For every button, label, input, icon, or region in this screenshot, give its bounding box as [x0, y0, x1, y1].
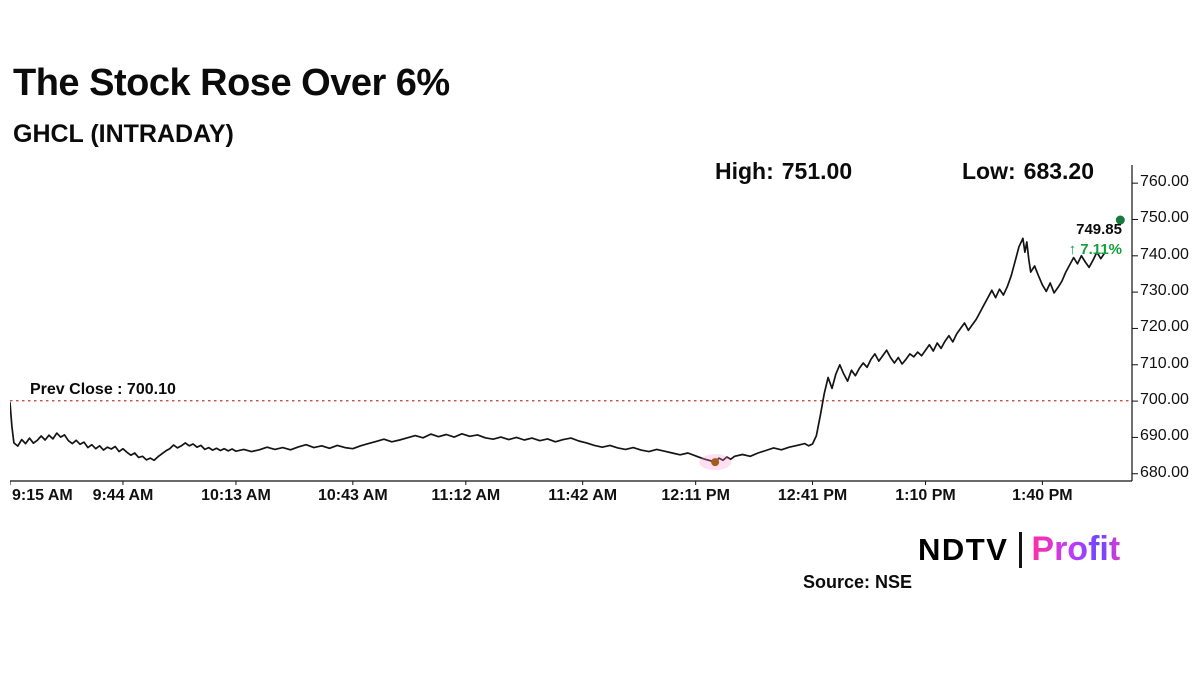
- x-axis-label: 11:12 AM: [431, 487, 501, 504]
- x-axis-label: 1:10 PM: [895, 487, 956, 504]
- brand-divider: [1019, 531, 1023, 568]
- last-price-dot: [1115, 215, 1125, 225]
- y-axis-label: 740.00: [1140, 245, 1189, 263]
- brand-logo: NDTV Profit: [918, 530, 1120, 569]
- high-label: High:: [715, 158, 774, 184]
- low-point-dot: [711, 458, 720, 467]
- page-title: The Stock Rose Over 6%: [13, 62, 450, 104]
- x-axis-label: 1:40 PM: [1012, 487, 1073, 504]
- y-axis-label: 680.00: [1140, 463, 1189, 481]
- x-axis-label: 9:15 AM: [12, 487, 73, 504]
- x-axis-label: 10:13 AM: [201, 487, 271, 504]
- y-axis-label: 690.00: [1140, 427, 1189, 445]
- y-axis-label: 710.00: [1140, 354, 1189, 372]
- y-axis-label: 700.00: [1140, 391, 1189, 409]
- prev-close-label: Prev Close : 700.10: [30, 381, 176, 398]
- low-label: Low:: [962, 158, 1016, 184]
- y-axis-label: 750.00: [1140, 209, 1189, 227]
- x-axis-label: 12:41 PM: [777, 487, 848, 504]
- low-value: 683.20: [1023, 158, 1095, 184]
- source-credit: Source: NSE: [803, 572, 913, 592]
- price-chart: [10, 165, 1138, 485]
- x-axis-label: 9:44 AM: [92, 487, 154, 504]
- low-stat: Low: 683.20: [962, 158, 1094, 185]
- ndtv-logo: NDTV: [918, 531, 1009, 567]
- price-change-annotation: ↑ 7.11%: [1068, 241, 1122, 258]
- y-axis-label: 760.00: [1140, 173, 1189, 191]
- high-stat: High: 751.00: [715, 158, 852, 185]
- price-line: [10, 237, 1106, 463]
- last-price-annotation: 749.85: [1076, 221, 1122, 238]
- x-axis-label: 11:42 AM: [548, 487, 618, 504]
- x-axis-label: 12:11 PM: [661, 487, 730, 504]
- x-axis-label: 10:43 AM: [318, 487, 388, 504]
- profit-logo: Profit: [1031, 530, 1121, 568]
- high-value: 751.00: [781, 158, 853, 184]
- y-axis-label: 730.00: [1140, 282, 1189, 300]
- chart-subtitle: GHCL (INTRADAY): [13, 120, 234, 148]
- y-axis-label: 720.00: [1140, 318, 1189, 336]
